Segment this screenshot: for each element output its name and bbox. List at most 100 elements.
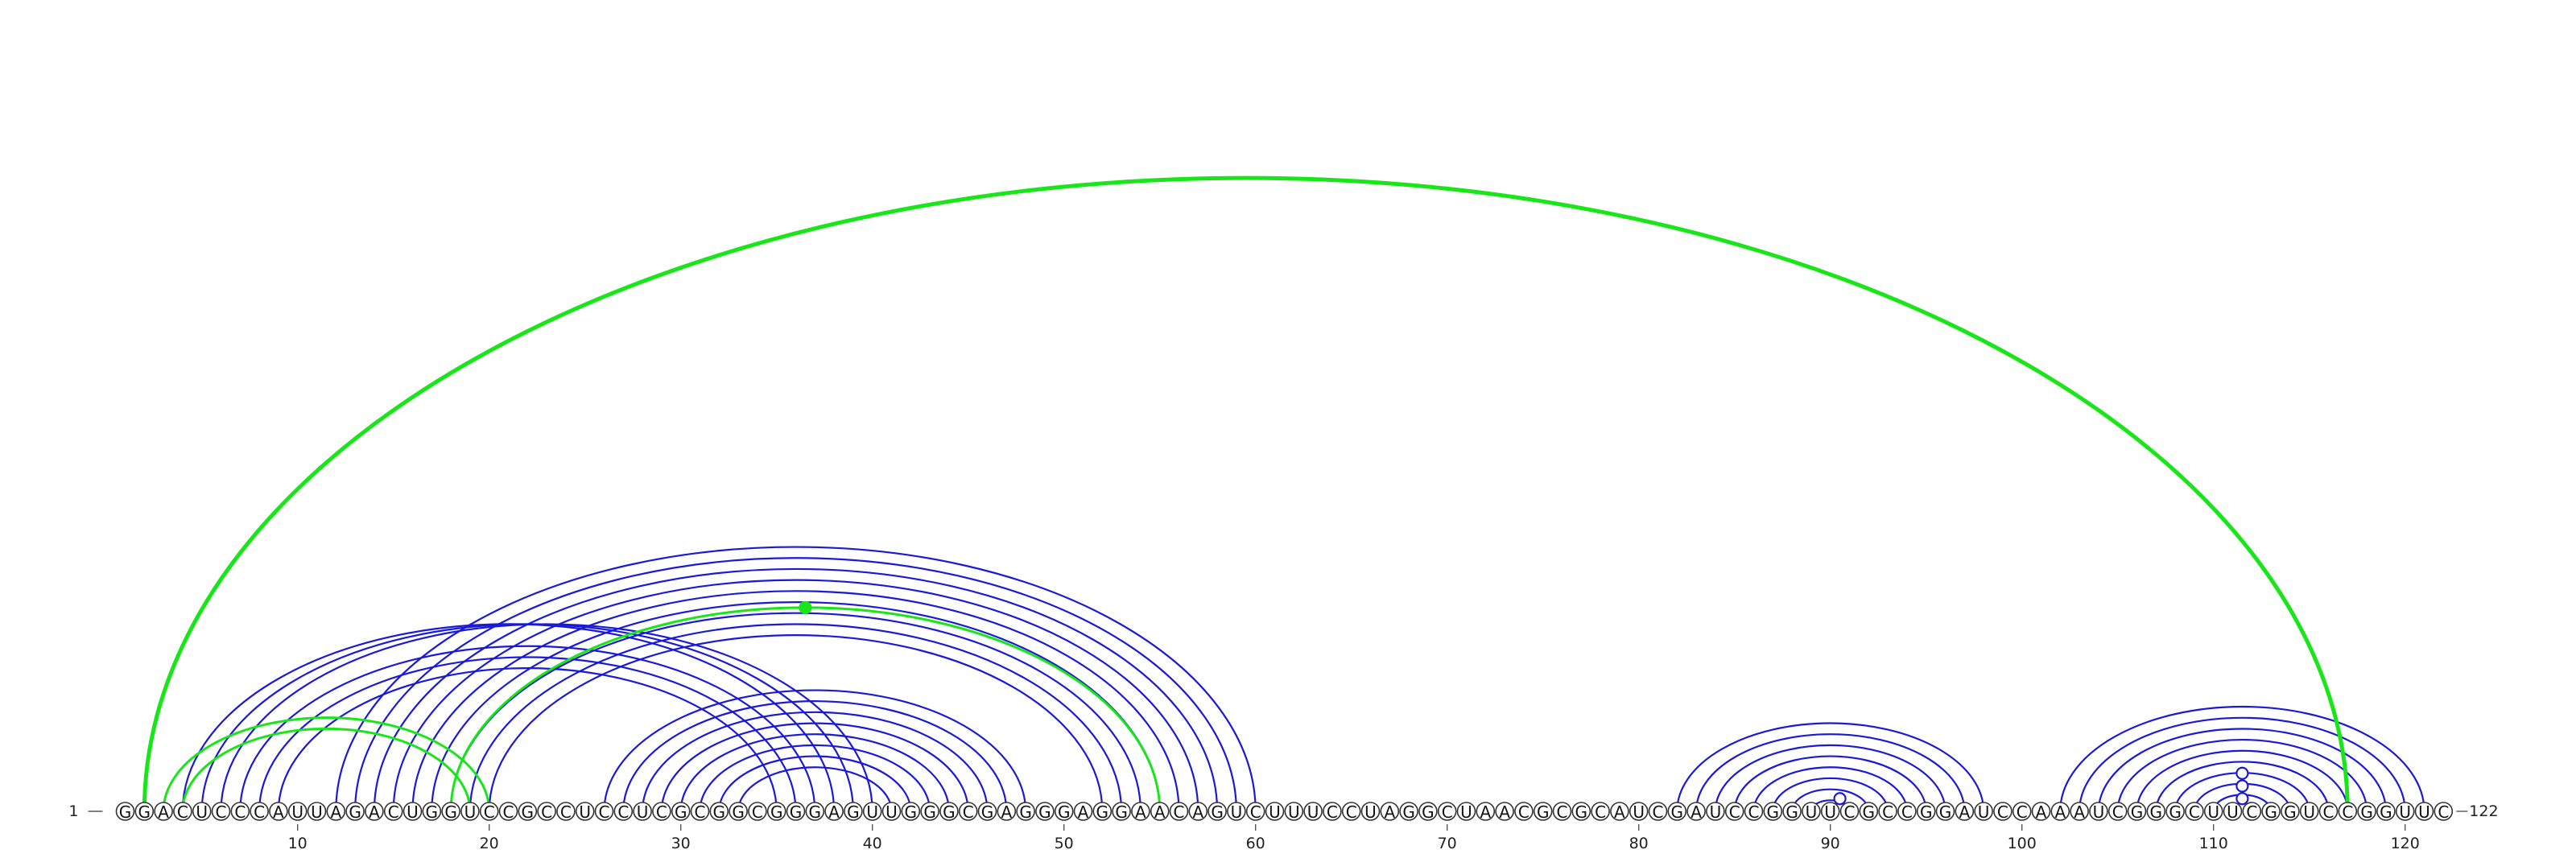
nucleotide-circle — [2338, 802, 2358, 821]
arc-pair-88-92 — [1791, 788, 1870, 812]
base-pair-arcs — [142, 175, 2425, 812]
nucleotide-circle — [173, 802, 192, 821]
nucleotide-letter: C — [963, 802, 974, 822]
nucleotide-circle — [1131, 802, 1150, 821]
nucleotide-letter: A — [1499, 802, 1510, 822]
nucleotide-120: U — [2395, 802, 2415, 822]
nucleotide-30: G — [671, 802, 691, 822]
nucleotide-4: C — [173, 802, 192, 822]
nucleotide-letter: U — [1806, 802, 1818, 822]
nucleotide-letter: U — [579, 802, 591, 822]
nucleotide-circle — [1533, 802, 1553, 821]
arc-pair-85-95 — [1733, 755, 1927, 812]
nucleotide-27: C — [613, 802, 634, 822]
nucleotide-45: C — [958, 802, 978, 822]
nucleotide-letter: U — [407, 802, 419, 822]
nucleotide-circle — [1859, 802, 1879, 821]
nucleotide-28: U — [633, 802, 652, 822]
nucleotide-73: A — [1495, 802, 1514, 822]
nucleotide-circle — [1514, 802, 1534, 821]
nucleotide-letter: G — [2360, 802, 2373, 822]
nucleotide-circle — [690, 802, 710, 821]
nucleotide-letter: G — [2150, 802, 2163, 822]
nucleotide-circle — [2031, 802, 2051, 821]
nucleotide-letter: C — [1729, 802, 1740, 822]
nucleotide-circle — [1035, 802, 1055, 821]
nucleotide-letter: C — [1518, 802, 1530, 822]
nucleotide-circle — [460, 802, 480, 821]
nucleotide-circle — [556, 802, 576, 821]
nucleotide-letter: G — [2380, 802, 2392, 822]
nucleotide-letter: C — [1346, 802, 1357, 822]
nucleotide-letter: C — [1250, 802, 1261, 822]
nucleotide-80: U — [1629, 802, 1649, 822]
nucleotide-61: U — [1265, 802, 1285, 822]
nucleotide-letter: G — [1575, 802, 1588, 822]
nucleotide-circle — [250, 802, 269, 821]
nucleotide-letter: G — [1767, 802, 1780, 822]
nucleotide-letter: A — [2036, 802, 2047, 822]
nucleotide-letter: U — [2399, 802, 2411, 822]
nucleotide-100: C — [2012, 802, 2032, 822]
nucleotide-29: C — [652, 802, 671, 822]
nucleotide-letter: C — [1901, 802, 1913, 822]
nucleotide-70: C — [1437, 802, 1457, 822]
nucleotide-circle — [2299, 802, 2319, 821]
nucleotide-circle — [633, 802, 652, 821]
nucleotide-letter: C — [2189, 802, 2200, 822]
arc-pair-8-36 — [258, 656, 797, 812]
tick-label-110: 110 — [2199, 835, 2228, 852]
nucleotide-circle — [709, 802, 729, 821]
nucleotide-circle — [2012, 802, 2032, 821]
nucleotide-circle — [2107, 802, 2128, 821]
nucleotide-circle — [2261, 802, 2281, 821]
nucleotide-letter: C — [695, 802, 706, 822]
sequence-end-label: 122 — [2469, 802, 2498, 820]
nucleotide-97: A — [1955, 802, 1975, 822]
nucleotide-letter: A — [369, 802, 380, 822]
nucleotide-63: U — [1303, 802, 1323, 822]
nucleotide-113: G — [2261, 802, 2281, 822]
nucleotide-circle — [1782, 802, 1802, 821]
nucleotide-circle — [2223, 802, 2243, 821]
nucleotide-letter: G — [2131, 802, 2144, 822]
nucleotide-111: U — [2223, 802, 2243, 822]
nucleotide-circle — [1016, 802, 1035, 821]
nucleotide-letter: U — [866, 802, 878, 822]
arc-marker-1 — [799, 600, 812, 614]
nucleotide-circle — [1399, 802, 1418, 821]
nucleotide-letter: C — [2438, 802, 2449, 822]
nucleotide-letter: G — [943, 802, 956, 822]
nucleotide-109: C — [2185, 802, 2204, 822]
nucleotide-letter: U — [1269, 802, 1281, 822]
nucleotide-letter: U — [1978, 802, 1990, 822]
arc-pair-82-98 — [1676, 722, 1985, 812]
arc-marker-2 — [1833, 792, 1847, 806]
nucleotide-letter: U — [196, 802, 208, 822]
nucleotide-94: C — [1897, 802, 1917, 822]
nucleotide-54: A — [1131, 802, 1150, 822]
nucleotide-47: A — [997, 802, 1017, 822]
nucleotide-circle — [134, 802, 155, 821]
nucleotide-39: G — [844, 802, 863, 822]
nucleotide-33: G — [729, 802, 748, 822]
nucleotide-letter: C — [2246, 802, 2257, 822]
nucleotide-letter: C — [503, 802, 514, 822]
nucleotide-16: U — [402, 802, 423, 822]
nucleotide-circle — [1744, 802, 1764, 821]
nucleotide-letter: U — [2303, 802, 2315, 822]
nucleotide-99: C — [1993, 802, 2013, 822]
nucleotide-letter: C — [1844, 802, 1856, 822]
arc-pair-103-120 — [2079, 716, 2406, 812]
nucleotide-circle — [1208, 802, 1227, 821]
nucleotide-letter: G — [981, 802, 994, 822]
nucleotide-letter: C — [2323, 802, 2334, 822]
nucleotide-5: U — [192, 802, 212, 822]
nucleotide-letter: G — [1115, 802, 1128, 822]
nucleotide-letter: U — [637, 802, 649, 822]
nucleotide-circle — [1341, 802, 1361, 821]
nucleotide-letter: G — [770, 802, 783, 822]
arc-marker-3 — [2235, 792, 2249, 806]
nucleotide-circle — [1591, 802, 1610, 821]
nucleotide-90: U — [1820, 802, 1840, 822]
